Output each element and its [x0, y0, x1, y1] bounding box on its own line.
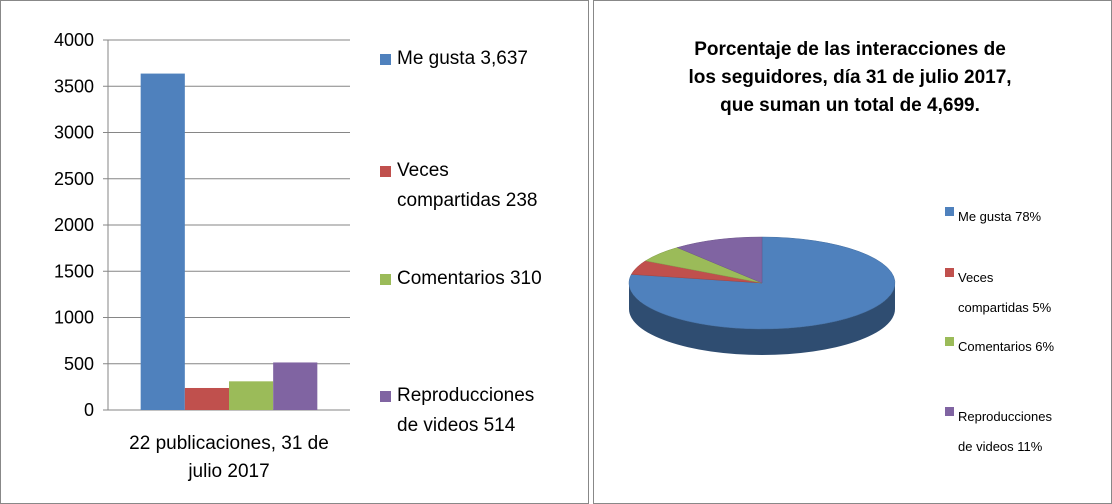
y-tick-label: 0 [84, 400, 94, 420]
legend-label: Reproducciones de videos 11% [958, 409, 1052, 454]
legend-swatch [380, 166, 391, 177]
legend-swatch [380, 274, 391, 285]
legend-label: Me gusta 3,637 [397, 48, 528, 69]
legend-label: Comentarios 6% [958, 339, 1055, 354]
y-tick-label: 2000 [54, 215, 94, 235]
legend-label: Veces compartidas 238 [397, 160, 538, 211]
y-tick-label: 1000 [54, 308, 94, 328]
bar [184, 387, 229, 410]
pie-title: Porcentaje de las interacciones de los s… [688, 39, 1012, 116]
pie-sides [629, 283, 895, 355]
y-tick-label: 2500 [54, 169, 94, 189]
x-tick-label: 22 publicaciones, 31 de julio 2017 [129, 433, 329, 482]
legend-label: Me gusta 78% [958, 209, 1042, 224]
legend-swatch [380, 391, 391, 402]
y-tick-label: 500 [64, 354, 94, 374]
bar [273, 362, 318, 410]
legend-swatch [945, 407, 954, 416]
y-tick-label: 3500 [54, 76, 94, 96]
legend-swatch [380, 54, 391, 65]
pie-slice [676, 236, 763, 284]
pie-side [629, 283, 895, 355]
y-tick-label: 3000 [54, 123, 94, 143]
legend-label: Reproducciones de videos 514 [397, 385, 535, 436]
y-tick-label: 4000 [54, 30, 94, 50]
legend-swatch [945, 207, 954, 216]
bar [140, 73, 185, 410]
legend-swatch [945, 337, 954, 346]
legend-label: Veces compartidas 5% [958, 270, 1052, 315]
legend-label: Comentarios 310 [397, 268, 542, 289]
y-tick-label: 1500 [54, 261, 94, 281]
legend-swatch [945, 268, 954, 277]
bar [229, 381, 274, 410]
